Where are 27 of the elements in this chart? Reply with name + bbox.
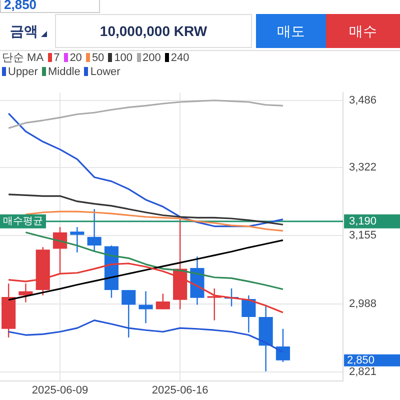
text: 10,000,000 KRW: [55, 14, 252, 48]
y-tick-label: 3,155: [349, 230, 377, 242]
y-tick-label: 2,821: [349, 366, 377, 378]
x-tick-label: 2025-06-16: [152, 384, 208, 396]
legend-label: Lower: [89, 65, 120, 79]
candlestick: [138, 291, 153, 324]
candlestick: [70, 227, 84, 252]
legend-label: 20: [68, 51, 82, 65]
legend-label: 240: [170, 51, 190, 65]
text: 매수: [326, 14, 400, 48]
legend-label: 7: [52, 51, 60, 65]
text: 2,850: [0, 0, 100, 13]
legend-label: Middle: [46, 65, 80, 79]
legend-title: 단순 MA: [2, 51, 44, 65]
legend-label: 100: [113, 51, 133, 65]
x-tick-label: 2025-06-09: [32, 384, 88, 396]
legend-label: 50: [90, 51, 104, 65]
text: 2,850: [347, 354, 375, 366]
y-tick-label: 3,190: [349, 215, 377, 228]
y-tick-label: 2,988: [349, 298, 377, 310]
y-tick-label: 3,322: [349, 161, 377, 174]
legend-label: 200: [142, 51, 161, 65]
text: 금액: [10, 22, 39, 41]
ref-line-label: 매수평균: [3, 216, 43, 228]
text: 매도: [256, 14, 326, 48]
y-tick-label: 3,486: [349, 94, 377, 106]
legend-label: Upper: [7, 65, 38, 79]
